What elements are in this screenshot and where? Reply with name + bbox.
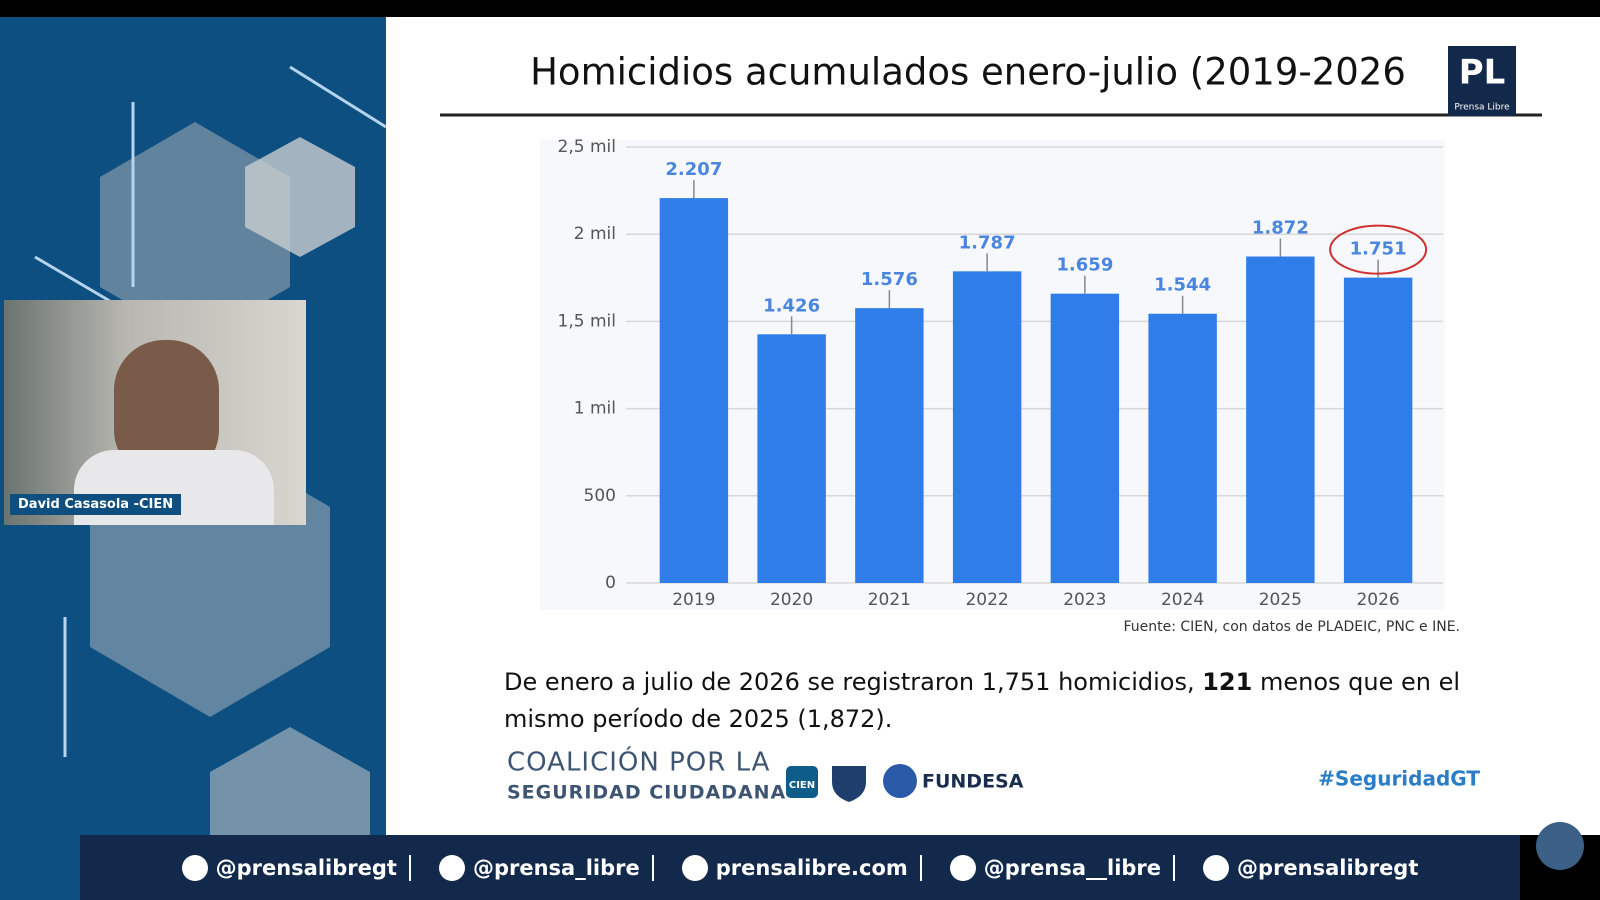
x-tick-label: 2021 (868, 590, 911, 610)
y-tick-label: 1 mil (574, 399, 616, 419)
brand-logo (1448, 46, 1516, 116)
webcam-feed: David Casasola -CIEN (4, 300, 306, 525)
value-label: 1.872 (1252, 218, 1309, 239)
social-handle[interactable]: prensalibre.com (670, 854, 922, 881)
value-label: 2.207 (665, 159, 722, 180)
bar (757, 334, 826, 583)
x-tick-label: 2026 (1356, 590, 1399, 610)
highlight-circle (1329, 224, 1428, 275)
cien-logo-text: CIEN (789, 780, 815, 791)
fundesa-logo: FUNDESA (922, 771, 1024, 793)
fundesa-icon (883, 764, 917, 798)
value-label: 1.787 (959, 232, 1016, 253)
decoration (34, 65, 387, 900)
social-handle[interactable]: @prensa__libre (938, 854, 1176, 881)
social-text: prensalibre.com (715, 855, 908, 880)
social-text: @prensa_libre (472, 855, 640, 880)
bar (1050, 293, 1120, 583)
x-tick-label: 2020 (770, 590, 813, 610)
brand-tagline: Prensa Libre (1454, 103, 1510, 113)
x-tick-label: 2024 (1161, 590, 1204, 610)
y-tick-label: 2,5 mil (558, 137, 616, 157)
summary-text: De enero a julio de 2026 se registraron … (504, 664, 1504, 738)
speaker-name: David Casasola -CIEN (10, 494, 182, 515)
bar (1246, 256, 1315, 583)
coalition-logo: SEGURIDAD CIUDADANA (507, 782, 786, 804)
social-handle[interactable]: @prensa_libre (427, 854, 654, 881)
x-tick-label: 2023 (1063, 590, 1106, 610)
x-tick-label: 2019 (672, 590, 715, 610)
social-text: @prensalibregt (215, 855, 397, 880)
social-icon (181, 854, 208, 881)
bar (1343, 277, 1413, 583)
summary-emphasis: 121 (1202, 668, 1253, 696)
brand-logo-text: PL (1459, 53, 1506, 93)
y-tick-label: 0 (605, 573, 616, 593)
x-tick-label: 2022 (965, 590, 1008, 610)
y-tick-label: 2 mil (574, 224, 616, 244)
value-label: 1.659 (1056, 255, 1113, 276)
bar (1148, 313, 1217, 583)
social-handle[interactable]: @prensalibregt (1191, 854, 1430, 881)
social-icon (949, 854, 976, 881)
hashtag: #SeguridadGT (1318, 767, 1480, 791)
watermark (1536, 822, 1584, 870)
chart-source: Fuente: CIEN, con datos de PLADEIC, PNC … (1123, 619, 1460, 635)
bar (855, 308, 924, 583)
value-label: 1.426 (763, 295, 820, 316)
x-tick-label: 2025 (1259, 590, 1302, 610)
y-tick-label: 500 (584, 486, 616, 506)
social-text: @prensa__libre (983, 855, 1162, 880)
summary-part: menos que en el mismo período de 2025 (1… (504, 668, 1461, 733)
social-handle[interactable]: @prensalibregt (170, 854, 411, 881)
value-label: 1.544 (1154, 275, 1211, 296)
shield-logo (832, 766, 866, 802)
bar (659, 198, 729, 584)
chart-title: Homicidios acumulados enero-julio (2019-… (530, 51, 1406, 94)
social-icon (681, 854, 708, 881)
social-icon (438, 854, 465, 881)
coalition-logo: COALICIÓN POR LA (507, 746, 770, 778)
social-text: @prensalibregt (1237, 855, 1419, 880)
cien-logo (786, 766, 818, 798)
summary-part: De enero a julio de 2026 se registraron … (504, 668, 1195, 696)
value-label: 1.576 (861, 269, 918, 290)
value-label: 1.751 (1350, 239, 1407, 260)
social-bar: @prensalibregt @prensa_libre prensalibre.c… (80, 835, 1520, 900)
bar (952, 271, 1022, 583)
social-icon (1203, 854, 1230, 881)
y-tick-label: 1,5 mil (558, 311, 616, 331)
